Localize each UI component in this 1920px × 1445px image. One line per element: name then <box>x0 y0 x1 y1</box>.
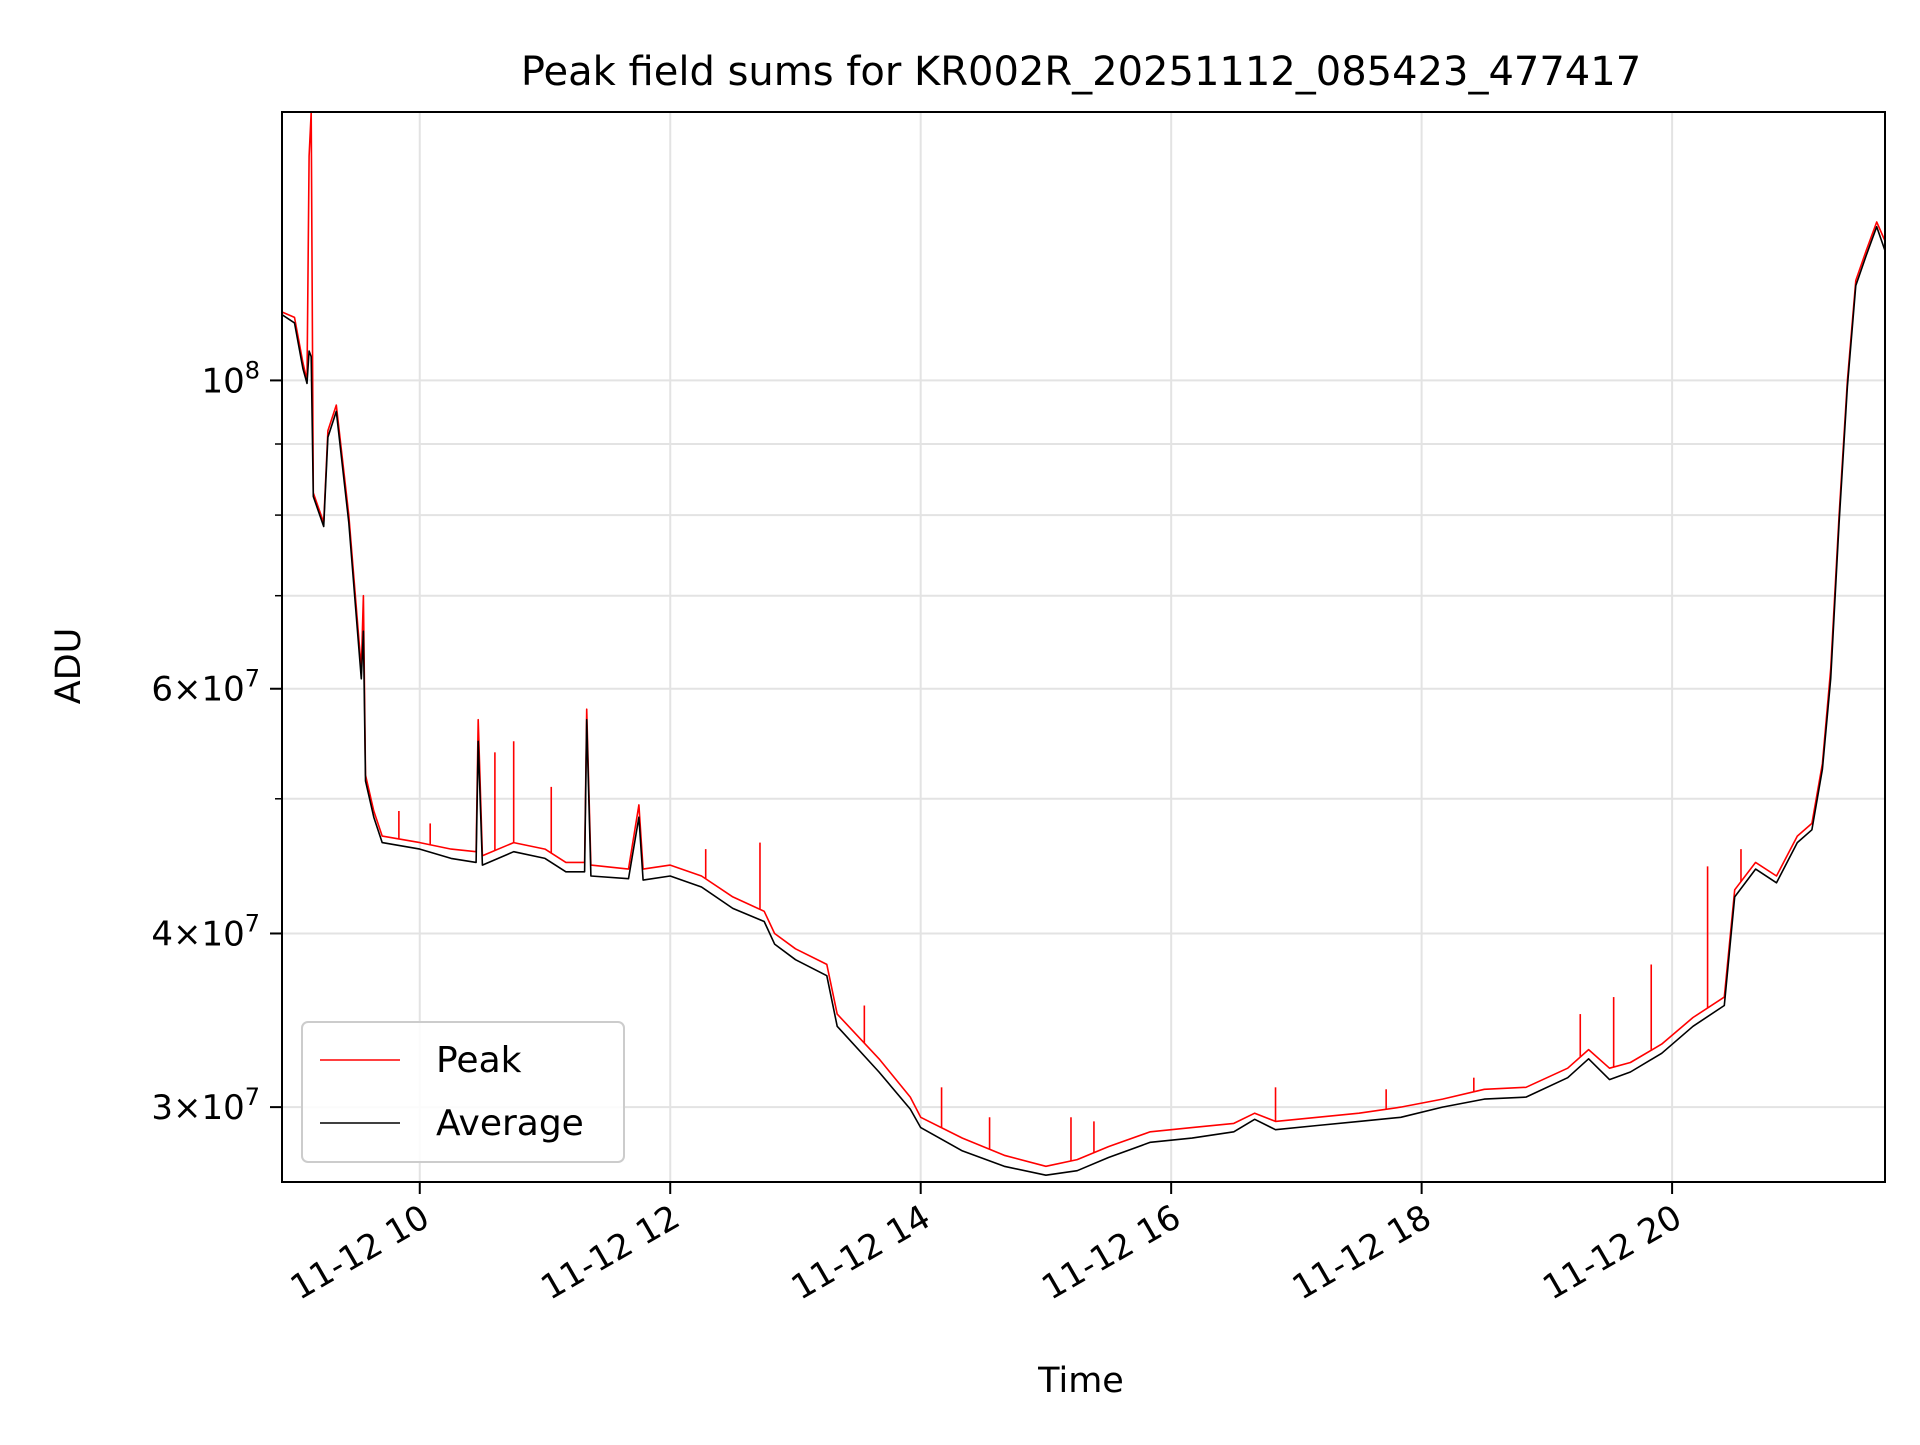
y-axis-label: ADU <box>49 628 89 705</box>
grid <box>282 112 1885 1182</box>
legend-box <box>301 1021 625 1163</box>
x-axis-label: Time <box>1037 1361 1124 1401</box>
y-tick-label: 6×107 <box>151 665 260 710</box>
y-tick-label: 108 <box>201 356 260 401</box>
series-line-average <box>282 225 1885 1176</box>
legend-label-average: Average <box>436 1103 584 1144</box>
y-axis: 3×107 4×107 6×107 108 <box>151 356 282 1128</box>
series-layer <box>282 112 1885 1176</box>
plot-frame <box>281 111 1886 1183</box>
y-tick-label: 4×107 <box>151 909 260 954</box>
legend: Peak Average <box>301 1021 625 1163</box>
y-tick-label: 3×107 <box>151 1083 260 1128</box>
legend-label-peak: Peak <box>436 1040 522 1081</box>
chart-title: Peak field sums for KR002R_20251112_0854… <box>521 49 1641 95</box>
